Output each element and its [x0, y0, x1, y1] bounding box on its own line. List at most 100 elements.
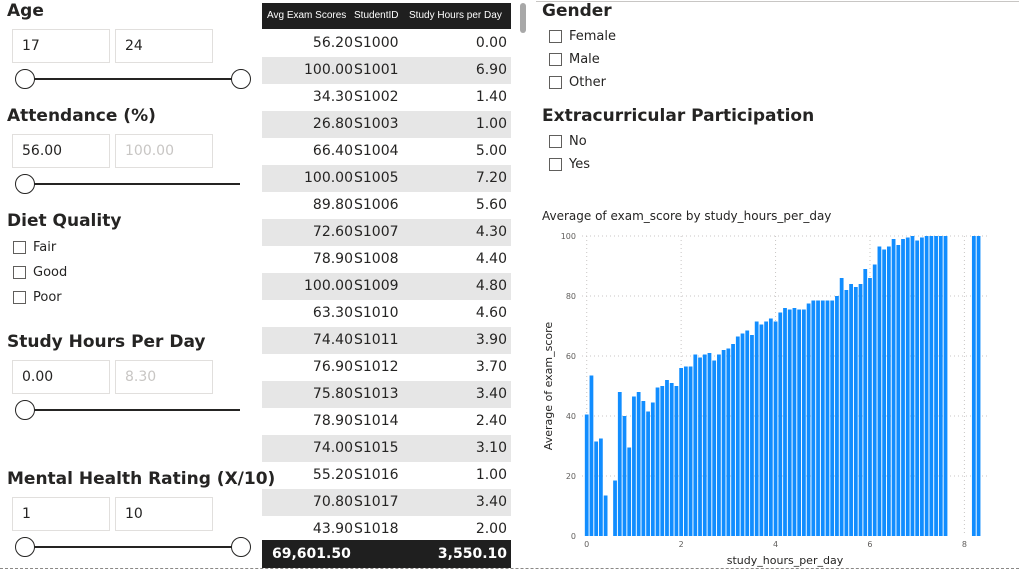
- attendance-max-input[interactable]: 100.00: [115, 134, 213, 168]
- bar[interactable]: [603, 495, 608, 537]
- attendance-min-input[interactable]: 56.00: [12, 134, 110, 168]
- table-row[interactable]: 34.30 S1002 1.40: [262, 84, 511, 111]
- bar[interactable]: [778, 312, 783, 537]
- gender-option-other[interactable]: Other: [549, 75, 606, 90]
- bar[interactable]: [636, 392, 641, 536]
- table-row[interactable]: 55.20 S1016 1.00: [262, 462, 511, 489]
- bar[interactable]: [660, 386, 665, 536]
- bar[interactable]: [655, 387, 660, 537]
- table-row[interactable]: 43.90 S1018 2.00: [262, 516, 511, 543]
- age-min-input[interactable]: 17: [12, 29, 110, 63]
- table-row[interactable]: 70.80 S1017 3.40: [262, 489, 511, 516]
- bar[interactable]: [646, 411, 650, 537]
- bar[interactable]: [920, 237, 924, 537]
- bar[interactable]: [872, 264, 877, 537]
- bar[interactable]: [712, 360, 717, 537]
- diet-option-fair[interactable]: Fair: [13, 240, 56, 255]
- table-row[interactable]: 74.40 S1011 3.90: [262, 327, 511, 354]
- bar[interactable]: [698, 357, 702, 537]
- age-max-input[interactable]: 24: [115, 29, 213, 63]
- table-scrollbar[interactable]: [520, 3, 526, 33]
- bar[interactable]: [735, 336, 740, 537]
- bar[interactable]: [665, 380, 669, 536]
- table-row[interactable]: 56.20 S1000 0.00: [262, 30, 511, 57]
- bar[interactable]: [858, 284, 863, 536]
- bar[interactable]: [787, 309, 792, 537]
- bar[interactable]: [811, 300, 816, 537]
- bar[interactable]: [801, 309, 806, 537]
- checkbox[interactable]: [549, 76, 562, 89]
- checkbox[interactable]: [13, 291, 26, 304]
- table-row[interactable]: 74.00 S1015 3.10: [262, 435, 511, 462]
- checkbox[interactable]: [13, 241, 26, 254]
- mental-health-slider-track[interactable]: [16, 546, 241, 548]
- bar[interactable]: [679, 368, 684, 536]
- bar[interactable]: [938, 236, 943, 536]
- bar[interactable]: [584, 414, 589, 537]
- bar[interactable]: [806, 303, 811, 537]
- bar[interactable]: [627, 447, 632, 537]
- mental-health-slider-min-handle[interactable]: [15, 537, 35, 557]
- mental-health-slider-max-handle[interactable]: [231, 537, 251, 557]
- bar[interactable]: [835, 296, 839, 536]
- bar[interactable]: [702, 354, 707, 537]
- checkbox[interactable]: [13, 266, 26, 279]
- bar[interactable]: [882, 249, 887, 537]
- table-row[interactable]: 75.80 S1013 3.40: [262, 381, 511, 408]
- bar[interactable]: [868, 278, 872, 536]
- bar[interactable]: [589, 375, 594, 537]
- bar[interactable]: [594, 441, 599, 537]
- mental-health-min-input[interactable]: 1: [12, 497, 110, 531]
- column-header-student-id[interactable]: StudentID: [354, 10, 399, 21]
- bar[interactable]: [896, 245, 901, 536]
- bar[interactable]: [797, 309, 802, 537]
- attendance-slider-handle[interactable]: [15, 174, 35, 194]
- bar[interactable]: [830, 300, 835, 537]
- bar[interactable]: [768, 318, 773, 537]
- checkbox[interactable]: [549, 135, 562, 148]
- bar[interactable]: [617, 392, 622, 536]
- bar[interactable]: [820, 300, 825, 537]
- table-row[interactable]: 78.90 S1008 4.40: [262, 246, 511, 273]
- bar[interactable]: [905, 237, 910, 537]
- extracurricular-option-no[interactable]: No: [549, 134, 587, 149]
- bar[interactable]: [844, 290, 849, 536]
- bar[interactable]: [839, 278, 844, 536]
- extracurricular-option-yes[interactable]: Yes: [549, 157, 590, 172]
- bar-chart[interactable]: 0 20 40 60 80 100 0 2 4 6 8 study_hours_per_day Aver…: [530, 222, 1010, 568]
- table-row[interactable]: 72.60 S1007 4.30: [262, 219, 511, 246]
- mental-health-max-input[interactable]: 10: [115, 497, 213, 531]
- bar[interactable]: [915, 240, 920, 537]
- checkbox[interactable]: [549, 30, 562, 43]
- bar[interactable]: [731, 344, 735, 536]
- table-row[interactable]: 89.80 S1006 5.60: [262, 192, 511, 219]
- bar[interactable]: [863, 269, 868, 536]
- table-row[interactable]: 100.00 S1009 4.80: [262, 273, 511, 300]
- bar[interactable]: [934, 236, 938, 536]
- bar[interactable]: [849, 284, 853, 536]
- bar[interactable]: [632, 396, 636, 537]
- bar[interactable]: [669, 383, 674, 536]
- study-hours-min-input[interactable]: 0.00: [12, 360, 110, 394]
- age-slider-min-handle[interactable]: [15, 69, 35, 89]
- table-row[interactable]: 100.00 S1001 6.90: [262, 57, 511, 84]
- bar[interactable]: [910, 236, 915, 536]
- age-slider-max-handle[interactable]: [231, 69, 251, 89]
- gender-option-male[interactable]: Male: [549, 52, 600, 67]
- bar[interactable]: [717, 354, 721, 537]
- bar[interactable]: [707, 353, 712, 536]
- bar[interactable]: [688, 366, 693, 537]
- age-slider-track[interactable]: [16, 78, 241, 80]
- bar[interactable]: [759, 324, 764, 537]
- bar[interactable]: [721, 350, 726, 536]
- bar[interactable]: [773, 321, 778, 537]
- bar[interactable]: [783, 308, 787, 536]
- bar[interactable]: [971, 236, 976, 536]
- column-header-avg-exam-scores[interactable]: Avg Exam Scores: [267, 10, 347, 21]
- table-row[interactable]: 100.00 S1005 7.20: [262, 165, 511, 192]
- column-header-study-hours[interactable]: Study Hours per Day: [409, 10, 502, 21]
- bar[interactable]: [598, 438, 603, 537]
- bar[interactable]: [754, 321, 759, 537]
- bar[interactable]: [877, 246, 882, 537]
- table-row[interactable]: 76.90 S1012 3.70: [262, 354, 511, 381]
